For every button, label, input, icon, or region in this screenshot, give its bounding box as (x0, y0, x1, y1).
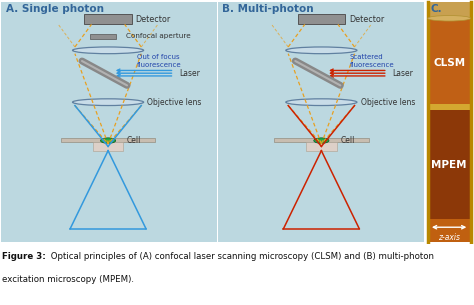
Bar (428, 18, 471, 105)
Bar (84, 14, 132, 24)
Text: CLSM: CLSM (433, 58, 465, 67)
Ellipse shape (286, 47, 357, 54)
Ellipse shape (286, 99, 357, 106)
Bar (218, 2, 424, 242)
Text: Cell: Cell (127, 136, 141, 145)
Text: Detector: Detector (136, 15, 171, 23)
Bar (1, 2, 217, 242)
Text: A. Single photon: A. Single photon (6, 4, 104, 14)
Text: MPEM: MPEM (431, 160, 467, 170)
Text: Confocal aperture: Confocal aperture (126, 33, 191, 39)
Text: Laser: Laser (179, 69, 200, 78)
Bar (298, 14, 345, 24)
Bar (428, 110, 471, 219)
Bar (92, 142, 123, 151)
Bar (428, 2, 471, 18)
Text: C.: C. (430, 4, 442, 14)
Bar (90, 34, 117, 39)
Text: excitation microscopy (MPEM).: excitation microscopy (MPEM). (2, 274, 134, 284)
Bar (61, 138, 155, 142)
Text: Optical principles of (A) confocal laser scanning microscopy (CLSM) and (B) mult: Optical principles of (A) confocal laser… (48, 252, 434, 261)
Bar (428, 104, 471, 110)
Ellipse shape (100, 138, 116, 143)
Bar (427, 2, 473, 242)
Ellipse shape (428, 16, 471, 21)
Ellipse shape (73, 47, 144, 54)
Ellipse shape (73, 99, 144, 106)
Bar (274, 138, 369, 142)
Text: Scattered
fluorescence: Scattered fluorescence (350, 54, 394, 68)
Ellipse shape (314, 138, 329, 143)
Text: B. Multi-photon: B. Multi-photon (222, 4, 313, 14)
Text: Figure 3:: Figure 3: (2, 252, 46, 261)
Text: z-axis: z-axis (438, 233, 460, 242)
Text: Out of focus
fluorescence: Out of focus fluorescence (137, 54, 181, 68)
Bar (306, 142, 337, 151)
Text: Detector: Detector (349, 15, 384, 23)
Text: Laser: Laser (392, 69, 413, 78)
Text: Objective lens: Objective lens (361, 98, 415, 107)
Text: Objective lens: Objective lens (147, 98, 202, 107)
Text: Cell: Cell (340, 136, 355, 145)
